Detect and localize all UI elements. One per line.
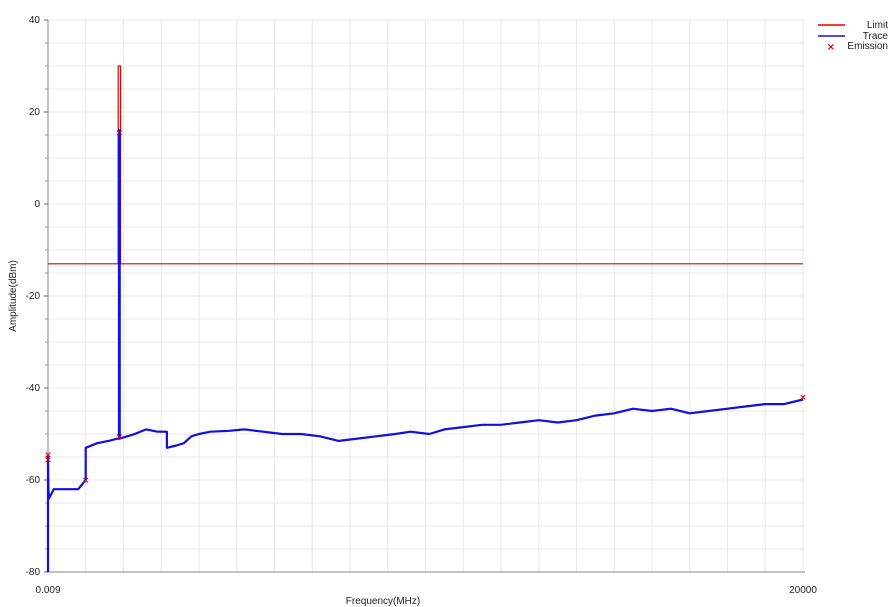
y-axis-title: Amplitude(dBm): [8, 260, 19, 332]
x-tick-label-start: 0.009: [35, 585, 60, 596]
y-tick-label: 0: [34, 199, 40, 210]
y-tick-label: -60: [26, 475, 41, 486]
legend-limit-label: Limit: [867, 20, 888, 31]
emission-marker: ×: [44, 451, 52, 461]
legend: Limit Trace × Emission: [818, 20, 888, 53]
series-trace-line: [46, 129, 804, 572]
y-tick-label: 40: [29, 15, 41, 26]
emission-marker: ×: [116, 129, 124, 139]
emission-marker: ×: [82, 476, 90, 486]
legend-trace-label: Trace: [863, 31, 889, 42]
series: [46, 65, 804, 572]
x-ticks: 0.009 20000: [35, 585, 817, 596]
legend-emission-swatch: ×: [827, 42, 835, 53]
y-ticks: 40 20 0 -20 -40 -60 -80: [26, 15, 48, 578]
grid-lines: [48, 19, 805, 572]
y-tick-label: 20: [29, 107, 41, 118]
x-tick-label-end: 20000: [789, 585, 817, 596]
emission-marker: ×: [799, 393, 807, 403]
y-tick-label: -20: [26, 291, 41, 302]
y-tick-label: -80: [26, 567, 41, 578]
emission-marker: ×: [44, 455, 52, 465]
emission-marker: ×: [116, 432, 124, 442]
y-tick-label: -40: [26, 383, 41, 394]
x-axis-title: Frequency(MHz): [346, 596, 420, 607]
legend-emission-label: Emission: [847, 41, 888, 52]
series-limit-line: [48, 65, 803, 265]
emission-markers: ××××××: [44, 129, 807, 486]
